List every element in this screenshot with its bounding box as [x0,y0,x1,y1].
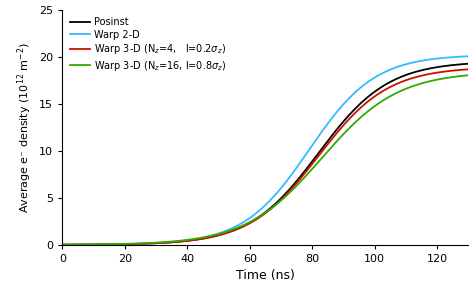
Warp 3-D (N$_z$=16, l=0.8$\sigma_z$) [465,73,471,77]
Posinst [84,243,90,246]
Posinst [465,62,471,65]
Warp 2-D [84,243,90,246]
Legend: Posinst, Warp 2-D, Warp 3-D (N$_z$=4,   l=0.2$\sigma_z$), Warp 3-D (N$_z$=16, l=: Posinst, Warp 2-D, Warp 3-D (N$_z$=4, l=… [67,14,229,75]
Warp 2-D [318,131,324,134]
Warp 3-D (N$_z$=4,   l=0.2$\sigma_z$) [295,179,301,183]
Warp 2-D [465,54,471,58]
Posinst [318,148,324,151]
Warp 2-D [60,243,65,247]
Warp 2-D [409,61,415,65]
X-axis label: Time (ns): Time (ns) [236,270,295,283]
Line: Warp 2-D: Warp 2-D [63,56,468,245]
Warp 3-D (N$_z$=4,   l=0.2$\sigma_z$) [318,151,324,154]
Warp 3-D (N$_z$=4,   l=0.2$\sigma_z$) [409,77,415,80]
Warp 3-D (N$_z$=16, l=0.8$\sigma_z$) [60,243,65,247]
Warp 3-D (N$_z$=4,   l=0.2$\sigma_z$) [306,166,312,170]
Line: Posinst: Posinst [63,64,468,245]
Warp 3-D (N$_z$=4,   l=0.2$\sigma_z$) [84,243,90,246]
Line: Warp 3-D (N$_z$=4,   l=0.2$\sigma_z$): Warp 3-D (N$_z$=4, l=0.2$\sigma_z$) [63,69,468,245]
Warp 3-D (N$_z$=4,   l=0.2$\sigma_z$) [60,243,65,247]
Warp 3-D (N$_z$=16, l=0.8$\sigma_z$) [295,182,301,186]
Posinst [295,177,301,181]
Y-axis label: Average e⁻ density (10$^{12}$ m$^{-2}$): Average e⁻ density (10$^{12}$ m$^{-2}$) [15,42,34,213]
Warp 3-D (N$_z$=16, l=0.8$\sigma_z$) [409,85,415,88]
Warp 3-D (N$_z$=4,   l=0.2$\sigma_z$) [367,98,373,101]
Warp 2-D [367,79,373,82]
Warp 3-D (N$_z$=4,   l=0.2$\sigma_z$) [465,68,471,71]
Posinst [306,164,312,168]
Warp 2-D [306,149,312,152]
Warp 3-D (N$_z$=16, l=0.8$\sigma_z$) [306,171,312,174]
Warp 3-D (N$_z$=16, l=0.8$\sigma_z$) [367,108,373,111]
Line: Warp 3-D (N$_z$=16, l=0.8$\sigma_z$): Warp 3-D (N$_z$=16, l=0.8$\sigma_z$) [63,75,468,245]
Warp 3-D (N$_z$=16, l=0.8$\sigma_z$) [84,243,90,246]
Posinst [409,71,415,75]
Posinst [60,243,65,247]
Warp 2-D [295,164,301,167]
Posinst [367,93,373,97]
Warp 3-D (N$_z$=16, l=0.8$\sigma_z$) [318,157,324,161]
